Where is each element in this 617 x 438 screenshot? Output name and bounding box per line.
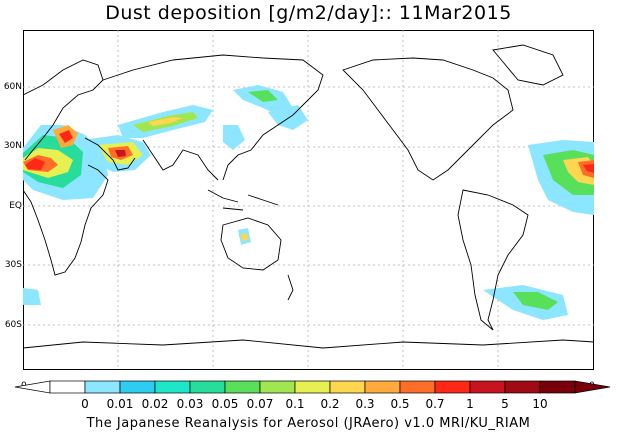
colorbar-tick-label: 0.5 — [390, 397, 410, 411]
colorbar-swatch — [224, 380, 261, 394]
colorbar-swatch — [84, 380, 121, 394]
colorbar-tick-label: 0.1 — [285, 397, 305, 411]
colorbar-arrow-right — [574, 380, 611, 394]
dust-deposition-field — [23, 85, 594, 320]
colorbar-swatch — [399, 380, 436, 394]
colorbar-tick-label: 0.7 — [425, 397, 445, 411]
lat-label-30s: 30S — [4, 260, 22, 270]
colorbar-swatch — [294, 380, 331, 394]
colorbar-tick-label: 5 — [501, 397, 509, 411]
colorbar — [14, 380, 611, 394]
colorbar-swatch — [504, 380, 541, 394]
map-title: Dust deposition [g/m2/day]:: 11Mar2015 — [105, 2, 512, 24]
colorbar-swatch — [189, 380, 226, 394]
colorbar-tick-label: 0.01 — [106, 397, 134, 411]
colorbar-swatch — [539, 380, 576, 394]
colorbar-tick-label: 0.07 — [246, 397, 274, 411]
colorbar-tick-label: 0.03 — [176, 397, 204, 411]
colorbar-tick-label: 0 — [81, 397, 89, 411]
footer-credit: The Japanese Reanalysis for Aerosol (JRA… — [86, 416, 531, 431]
colorbar-swatch — [469, 380, 506, 394]
lat-label-60n: 60N — [3, 82, 22, 92]
colorbar-tick-label: 1 — [466, 397, 474, 411]
colorbar-tick-label: 0.02 — [141, 397, 169, 411]
colorbar-swatch — [364, 380, 401, 394]
coastlines — [23, 44, 594, 349]
colorbar-tick-label: 10 — [532, 397, 548, 411]
world-map — [23, 30, 594, 370]
colorbar-swatch — [154, 380, 191, 394]
colorbar-swatch — [434, 380, 471, 394]
colorbar-swatch — [49, 380, 86, 394]
colorbar-tick-label: 0.2 — [320, 397, 340, 411]
colorbar-arrow-left — [14, 380, 51, 394]
colorbar-swatch — [119, 380, 156, 394]
colorbar-tick-label: 0.05 — [211, 397, 239, 411]
colorbar-swatch — [259, 380, 296, 394]
colorbar-tick-label: 0.3 — [355, 397, 375, 411]
lat-label-eq: EQ — [9, 201, 22, 211]
lat-label-60s: 60S — [4, 320, 22, 330]
lat-label-30n: 30N — [3, 141, 22, 151]
colorbar-swatch — [329, 380, 366, 394]
